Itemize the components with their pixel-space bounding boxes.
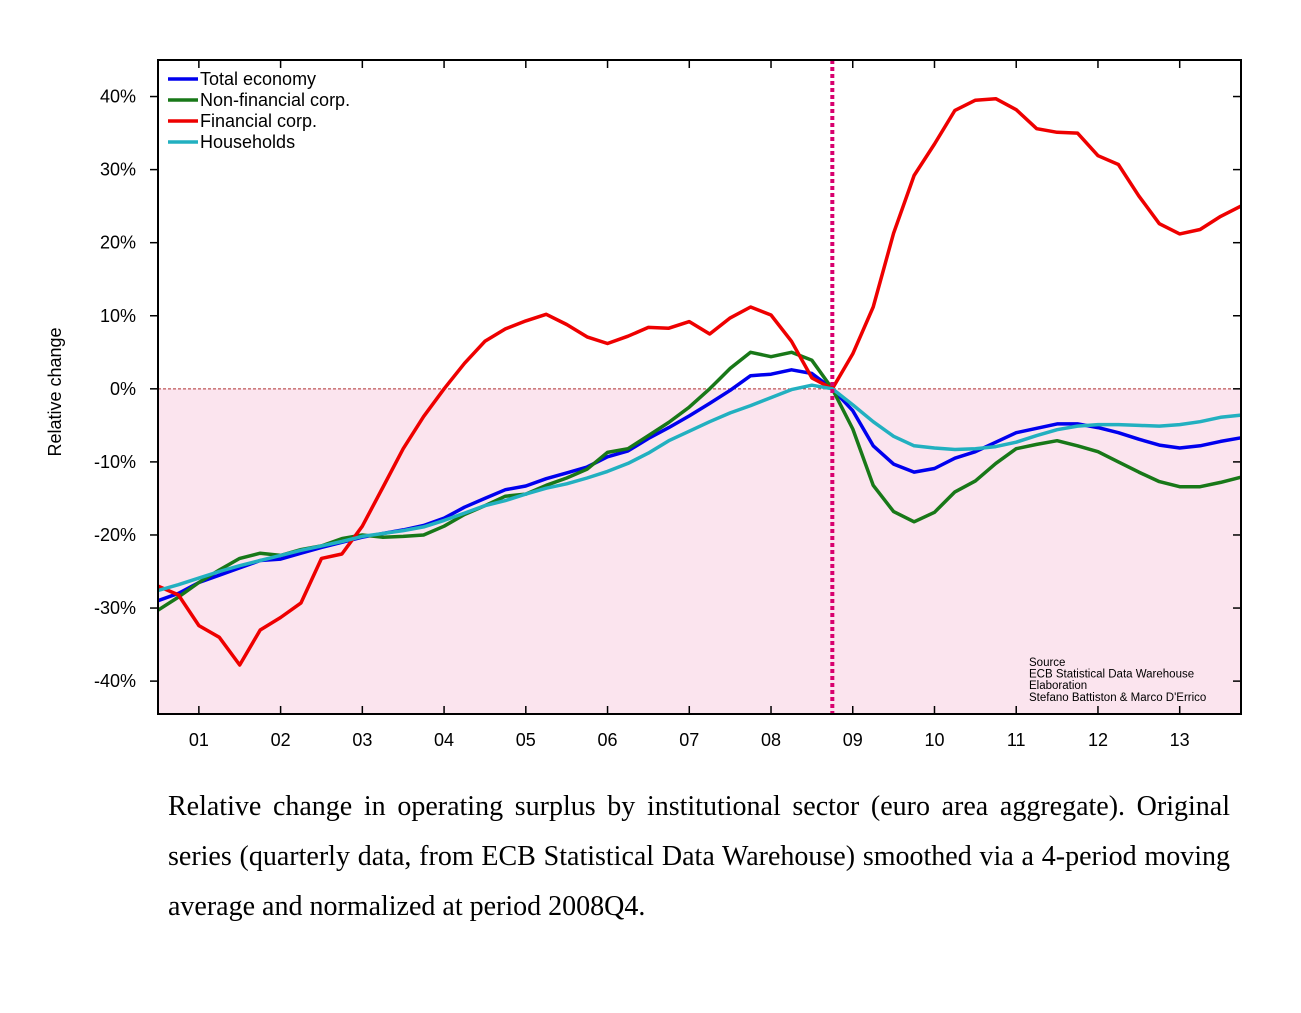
series-group xyxy=(157,96,1242,667)
x-tick-label: 08 xyxy=(761,730,781,750)
y-axis-label: Relative change xyxy=(45,327,65,456)
x-tick-label: 04 xyxy=(434,730,454,750)
x-tick-label: 02 xyxy=(271,730,291,750)
y-tick-label: -20% xyxy=(94,525,136,545)
legend-label: Households xyxy=(200,132,295,152)
negative-region xyxy=(158,388,1241,714)
legend-label: Financial corp. xyxy=(200,111,317,131)
source-note-line: Source xyxy=(1029,657,1065,669)
x-tick-label: 03 xyxy=(352,730,372,750)
y-tick-label: 20% xyxy=(100,233,136,253)
source-note-line: Elaboration xyxy=(1029,680,1087,692)
x-tick-label: 01 xyxy=(189,730,209,750)
y-tick-label: 10% xyxy=(100,306,136,326)
y-axis: 40% 30% 20% 10% 0% -10% -20% -30% -40% xyxy=(94,87,1241,691)
y-tick-label: -30% xyxy=(94,598,136,618)
x-tick-label: 12 xyxy=(1088,730,1108,750)
figure-caption: Relative change in operating surplus by … xyxy=(168,791,1230,922)
legend-label: Total economy xyxy=(200,69,316,89)
y-tick-label: 40% xyxy=(100,87,136,107)
y-tick-label: 30% xyxy=(100,160,136,180)
x-tick-label: 09 xyxy=(843,730,863,750)
y-tick-label: -10% xyxy=(94,452,136,472)
source-note-line: Stefano Battiston & Marco D'Errico xyxy=(1029,692,1206,704)
y-tick-label: 0% xyxy=(110,379,136,399)
x-tick-label: 13 xyxy=(1170,730,1190,750)
series-line-households xyxy=(157,383,1242,593)
series-line-non-financial-corp xyxy=(157,350,1242,612)
plot-frame xyxy=(157,59,1242,715)
legend-label: Non-financial corp. xyxy=(200,90,350,110)
source-note-line: ECB Statistical Data Warehouse xyxy=(1029,669,1194,681)
x-tick-label: 07 xyxy=(679,730,699,750)
x-tick-label: 11 xyxy=(1007,730,1026,750)
x-axis: 01 02 03 04 05 06 07 08 09 10 11 12 13 xyxy=(189,60,1190,750)
series-line-financial-corp xyxy=(157,96,1242,667)
x-tick-label: 05 xyxy=(516,730,536,750)
x-tick-label: 06 xyxy=(598,730,618,750)
y-tick-label: -40% xyxy=(94,671,136,691)
line-chart: 40%30%20%10%0%-10%-20%-30%-40% 01 02 03 04 0… xyxy=(45,59,1242,750)
x-tick-label: 10 xyxy=(924,730,944,750)
